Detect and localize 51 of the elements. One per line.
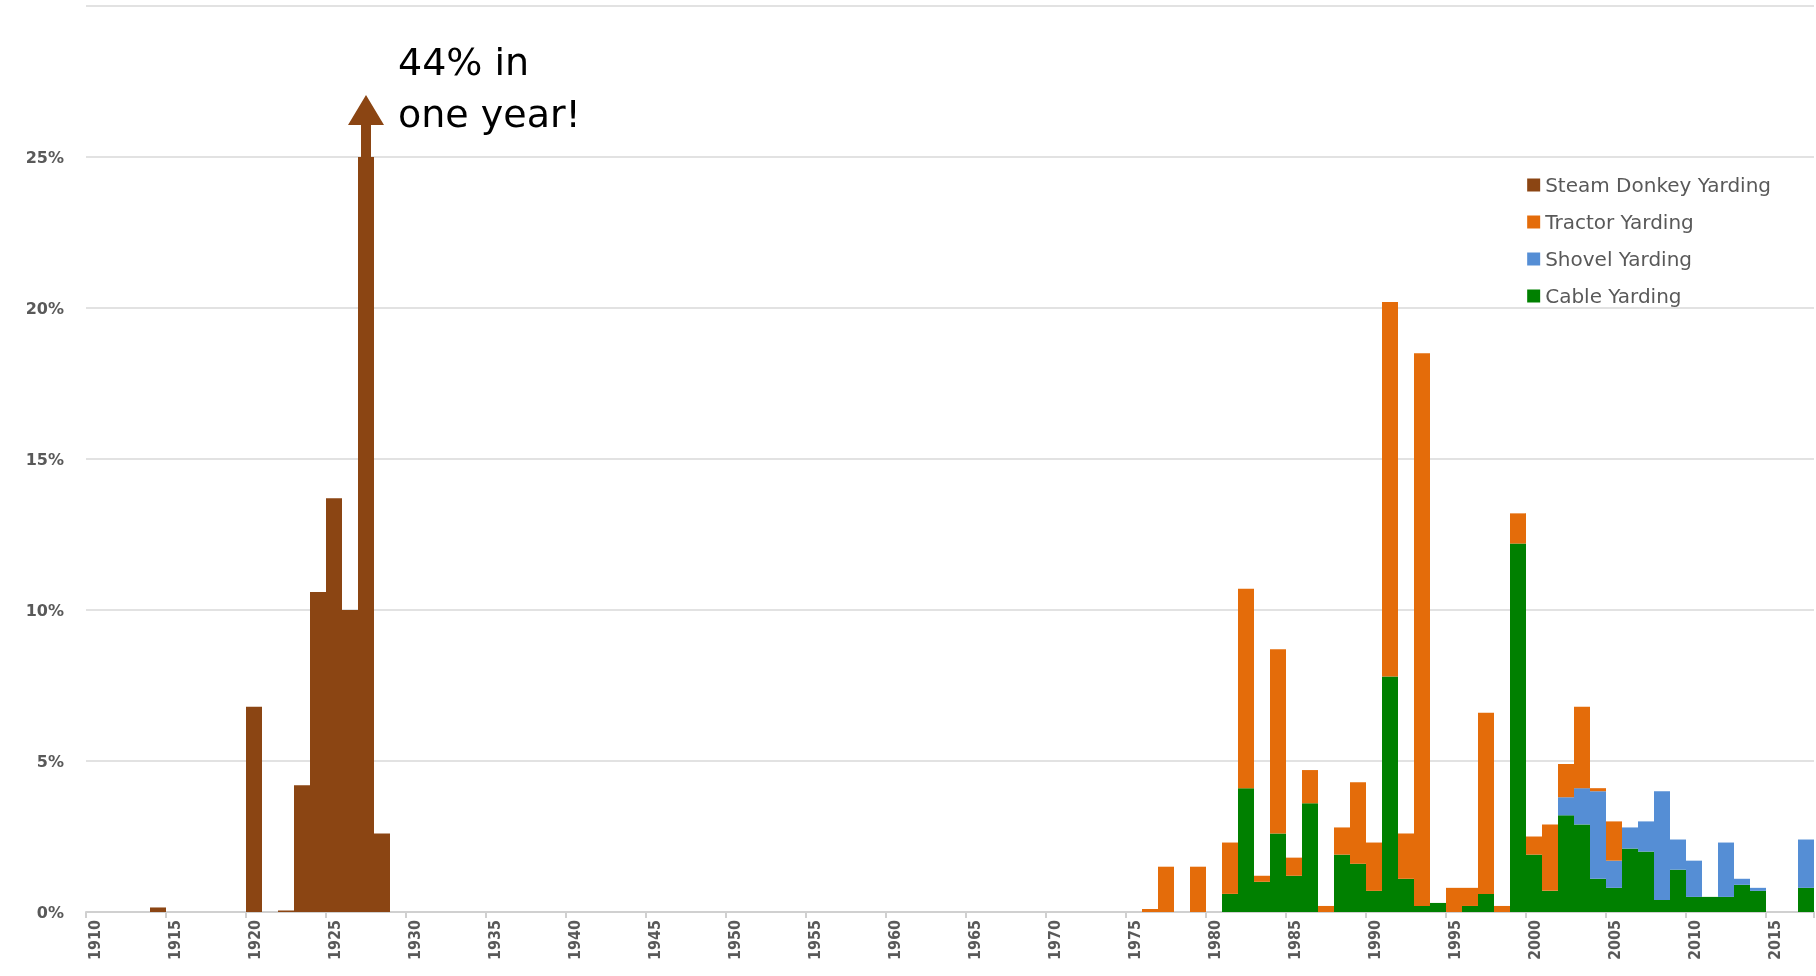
legend-label: Steam Donkey Yarding bbox=[1545, 173, 1772, 197]
bar bbox=[1798, 839, 1814, 888]
y-tick-label: 15% bbox=[25, 449, 64, 469]
bar bbox=[1606, 821, 1622, 861]
x-tick-label: 1950 bbox=[724, 920, 744, 961]
bar bbox=[1494, 905, 1510, 912]
bar bbox=[1750, 887, 1766, 891]
bar bbox=[1590, 788, 1606, 792]
bar bbox=[1222, 842, 1238, 894]
legend-label: Tractor Yarding bbox=[1544, 210, 1694, 234]
bar bbox=[1798, 887, 1814, 912]
bar bbox=[1318, 905, 1334, 912]
y-tick-label: 0% bbox=[36, 902, 64, 922]
bar bbox=[246, 706, 262, 912]
y-tick-label: 20% bbox=[25, 298, 64, 318]
x-tick-label: 1920 bbox=[244, 920, 264, 961]
bar bbox=[1190, 866, 1206, 912]
legend-label: Shovel Yarding bbox=[1545, 247, 1693, 271]
x-tick-label: 1935 bbox=[484, 920, 504, 961]
x-tick-label: 1980 bbox=[1204, 920, 1224, 961]
x-tick-label: 1925 bbox=[324, 920, 344, 961]
bar bbox=[1382, 301, 1398, 677]
x-tick-label: 1940 bbox=[564, 920, 584, 961]
bar bbox=[1270, 649, 1286, 834]
x-tick-label: 1945 bbox=[644, 920, 664, 961]
x-tick-label: 2010 bbox=[1684, 920, 1704, 961]
x-tick-label: 2005 bbox=[1604, 920, 1624, 961]
x-tick-label: 2000 bbox=[1524, 920, 1544, 961]
x-tick-label: 2015 bbox=[1764, 920, 1784, 961]
annotation: 44% in one year! bbox=[398, 40, 581, 136]
x-tick-label: 1975 bbox=[1124, 920, 1144, 961]
bar bbox=[1510, 513, 1526, 544]
x-tick-label: 1995 bbox=[1444, 920, 1464, 961]
x-tick-label: 1930 bbox=[404, 920, 424, 961]
x-tick-label: 1910 bbox=[84, 920, 104, 961]
x-tick-label: 1965 bbox=[964, 920, 984, 961]
y-tick-label: 10% bbox=[25, 600, 64, 620]
x-tick-label: 1960 bbox=[884, 920, 904, 961]
bar bbox=[1286, 857, 1302, 876]
x-tick-label: 1985 bbox=[1284, 920, 1304, 961]
y-tick-label: 25% bbox=[25, 147, 64, 167]
bar bbox=[1302, 770, 1318, 804]
x-tick-label: 1970 bbox=[1044, 920, 1064, 961]
x-tick-label: 1990 bbox=[1364, 920, 1384, 961]
bar bbox=[1254, 875, 1270, 882]
x-tick-label: 1955 bbox=[804, 920, 824, 961]
x-tick-label: 1915 bbox=[164, 920, 184, 961]
bar bbox=[1238, 588, 1254, 789]
legend-label: Cable Yarding bbox=[1545, 284, 1682, 308]
y-tick-label: 5% bbox=[36, 751, 64, 771]
bar bbox=[150, 907, 166, 912]
